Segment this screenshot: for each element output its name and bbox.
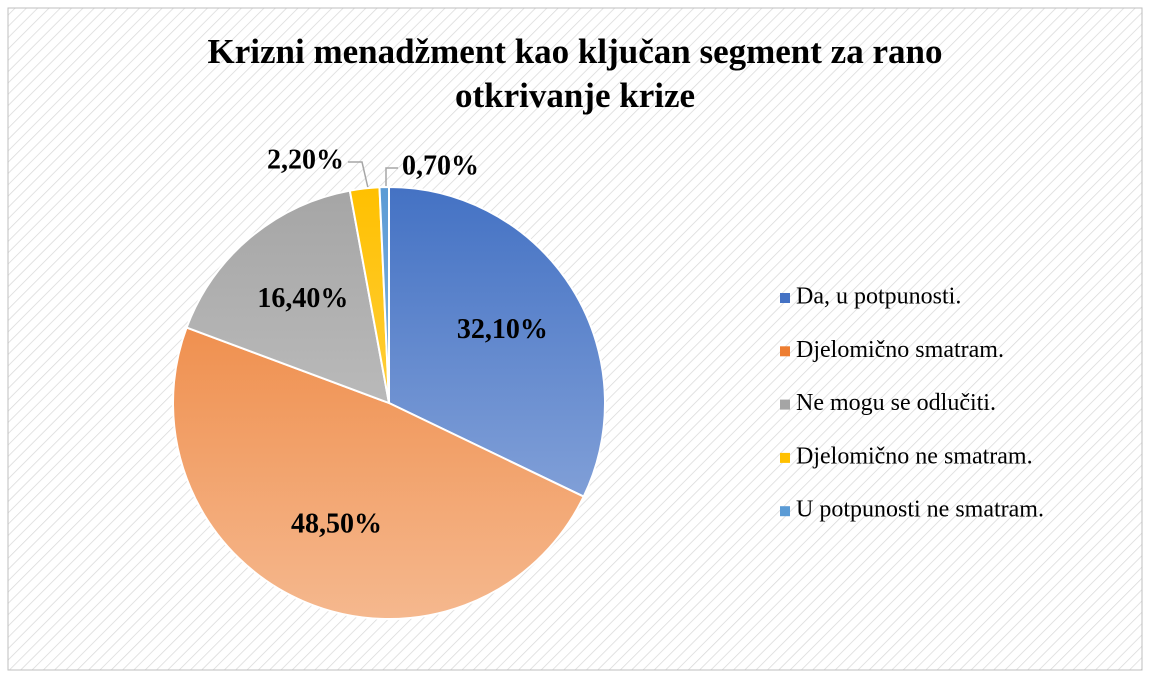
legend-marker <box>780 506 790 517</box>
leader-line <box>348 161 369 189</box>
data-label: 48,50% <box>291 509 382 540</box>
pie-slice <box>378 185 390 404</box>
leader-line <box>385 167 398 188</box>
data-label: 32,10% <box>457 314 548 345</box>
legend-marker <box>780 399 790 410</box>
data-label: 0,70% <box>402 150 479 181</box>
data-label: 2,20% <box>267 144 344 175</box>
legend-marker <box>780 293 790 303</box>
legend-label: U potpunosti ne smatram. <box>796 497 1044 523</box>
data-label: 16,40% <box>257 283 348 314</box>
legend-label: Djelomično ne smatram. <box>796 443 1033 469</box>
legend-marker <box>780 452 790 463</box>
legend-label: Djelomično smatram. <box>796 337 1004 363</box>
pie-slice <box>172 326 586 620</box>
pie-slice <box>185 189 391 405</box>
pie-slice <box>388 185 606 498</box>
legend-marker <box>780 346 790 357</box>
legend-label: Ne mogu se odlučiti. <box>796 390 996 416</box>
legend-label: Da, u potpunosti. <box>796 284 961 310</box>
chart-title: Krizni menadžment kao ključan segment za… <box>207 32 943 115</box>
